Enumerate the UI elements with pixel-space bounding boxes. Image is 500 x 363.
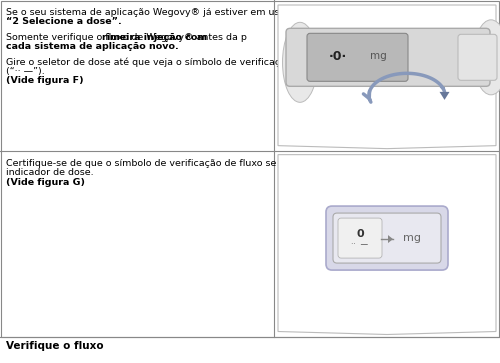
Text: mg: mg bbox=[370, 51, 386, 61]
Text: ··  —: ·· — bbox=[352, 240, 368, 249]
Polygon shape bbox=[440, 92, 450, 100]
Text: ·0·: ·0· bbox=[329, 50, 347, 63]
Polygon shape bbox=[278, 5, 496, 148]
FancyBboxPatch shape bbox=[286, 28, 490, 86]
FancyBboxPatch shape bbox=[307, 33, 408, 81]
Text: Certifique-se de que o símbolo de verificação de fluxo se alinhe com o: Certifique-se de que o símbolo de verifi… bbox=[6, 159, 340, 168]
Text: mg: mg bbox=[403, 233, 421, 243]
Text: Verifique o fluxo: Verifique o fluxo bbox=[6, 340, 103, 351]
Text: G: G bbox=[280, 156, 289, 166]
FancyBboxPatch shape bbox=[326, 206, 448, 270]
FancyBboxPatch shape bbox=[333, 213, 441, 263]
Text: F: F bbox=[280, 5, 287, 15]
Text: “2 Selecione a dose”.: “2 Selecione a dose”. bbox=[6, 17, 122, 26]
Text: Se o seu sistema de aplicação Wegovy® já estiver em uso, vá para a seção: Se o seu sistema de aplicação Wegovy® já… bbox=[6, 8, 367, 17]
Text: (Vide figura G): (Vide figura G) bbox=[6, 178, 85, 187]
Text: (Vide figura F): (Vide figura F) bbox=[6, 76, 84, 85]
FancyBboxPatch shape bbox=[458, 34, 497, 80]
Text: Gire o seletor de dose até que veja o símbolo de verificação de fluxo: Gire o seletor de dose até que veja o sí… bbox=[6, 57, 333, 67]
Polygon shape bbox=[388, 235, 393, 243]
Text: (“·· —”).: (“·· —”). bbox=[6, 67, 45, 76]
FancyBboxPatch shape bbox=[338, 218, 382, 258]
Polygon shape bbox=[278, 155, 496, 334]
Ellipse shape bbox=[474, 20, 500, 95]
Text: indicador de dose.: indicador de dose. bbox=[6, 168, 94, 177]
Text: Somente verifique o fluxo de Wegovy® antes da p: Somente verifique o fluxo de Wegovy® ant… bbox=[6, 33, 247, 42]
Text: cada sistema de aplicação novo.: cada sistema de aplicação novo. bbox=[6, 42, 179, 51]
Ellipse shape bbox=[282, 22, 318, 102]
Text: 0: 0 bbox=[356, 229, 364, 239]
Text: rimeira injeção com: rimeira injeção com bbox=[102, 33, 208, 42]
